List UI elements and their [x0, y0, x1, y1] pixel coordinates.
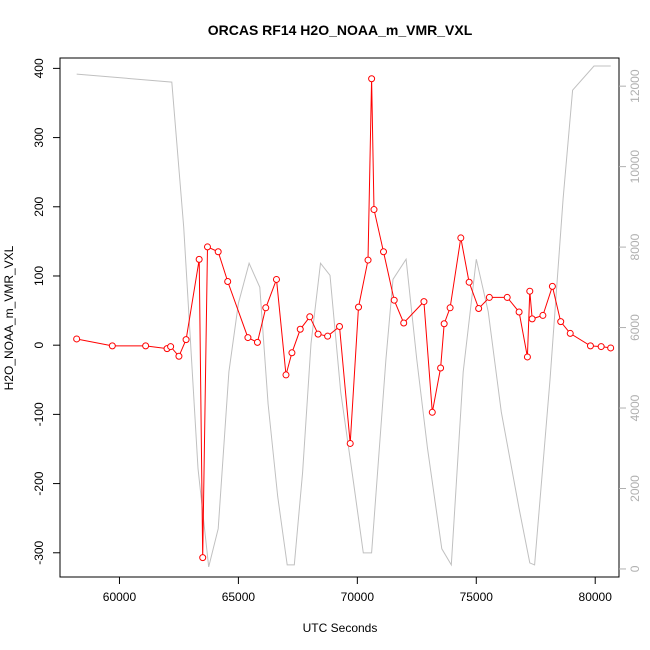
red-series-point-21	[324, 332, 332, 340]
red-series-point-48	[566, 329, 574, 337]
red-series-point-12	[244, 334, 252, 342]
red-series-point-49	[586, 342, 594, 350]
x-tick-label-0: 60000	[103, 590, 137, 604]
red-series-point-18	[296, 325, 304, 333]
red-series-group	[73, 75, 615, 562]
red-series-point-51	[607, 344, 615, 352]
red-series-point-47	[557, 318, 565, 326]
y-tick-label-1: -200	[32, 471, 46, 495]
gray-series-line	[76, 65, 611, 568]
x-tick-label-4: 80000	[579, 590, 613, 604]
red-series-point-10	[214, 248, 222, 256]
y2-tick-label-4: 8000	[628, 233, 642, 260]
y-tick-label-6: 300	[32, 127, 46, 147]
red-series-point-46	[548, 282, 556, 290]
x-tick-label-2: 70000	[341, 590, 375, 604]
red-series-point-31	[420, 298, 428, 306]
red-series-point-39	[485, 293, 493, 301]
y-tick-label-7: 400	[32, 58, 46, 78]
red-series-point-24	[355, 303, 363, 311]
plot-frame	[59, 57, 620, 578]
red-series-point-16	[282, 371, 290, 379]
red-series-point-4	[167, 343, 175, 351]
y2-axis: 0 2000 4000 6000 8000 10000 12000	[619, 69, 642, 572]
red-series-point-27	[370, 206, 378, 214]
red-series-point-30	[400, 319, 408, 327]
red-series-point-0	[73, 335, 81, 343]
red-series-point-2	[142, 342, 150, 350]
red-series-point-29	[390, 296, 398, 304]
red-series-point-6	[182, 336, 190, 344]
chart-title: ORCAS RF14 H2O_NOAA_m_VMR_VXL	[208, 22, 473, 38]
red-series-point-20	[314, 330, 322, 338]
red-series-point-36	[457, 234, 465, 242]
red-series-point-38	[475, 305, 483, 313]
red-series-point-17	[288, 349, 296, 357]
red-series-point-42	[523, 353, 531, 361]
red-series-point-34	[440, 320, 448, 328]
red-series-point-45	[539, 311, 547, 319]
red-series-point-15	[272, 275, 280, 283]
y-tick-label-3: 0	[32, 342, 46, 349]
red-series-point-1	[108, 342, 116, 350]
red-series-point-44	[528, 315, 536, 323]
red-series-point-13	[253, 338, 261, 346]
red-series-point-8	[199, 554, 207, 562]
x-axis-label: UTC Seconds	[303, 621, 378, 635]
red-series-point-25	[364, 256, 372, 264]
red-series-point-23	[346, 439, 354, 447]
red-series-point-19	[306, 313, 314, 321]
x-axis: 60000 65000 70000 75000 80000	[103, 577, 612, 604]
red-series-point-32	[428, 408, 436, 416]
red-series-point-28	[380, 248, 388, 256]
red-series-point-41	[515, 308, 523, 316]
red-series-point-26	[368, 75, 376, 83]
y-axis: -300 -200 -100 0 100 200 300 400	[32, 58, 60, 565]
red-series-point-50	[597, 343, 605, 351]
red-series-point-11	[224, 278, 232, 286]
red-series-point-7	[195, 255, 203, 263]
y2-tick-label-0: 0	[628, 565, 642, 572]
x-tick-label-3: 75000	[460, 590, 494, 604]
red-series-point-40	[503, 293, 511, 301]
y-tick-label-5: 200	[32, 196, 46, 216]
red-series-point-43	[526, 287, 534, 295]
y2-tick-label-6: 12000	[628, 69, 642, 103]
red-series-point-9	[203, 243, 211, 251]
red-series-point-5	[175, 352, 183, 360]
red-series-point-33	[437, 364, 445, 372]
y-tick-label-0: -300	[32, 540, 46, 564]
y2-tick-label-3: 6000	[628, 314, 642, 341]
x-tick-label-1: 65000	[222, 590, 256, 604]
y2-tick-label-5: 10000	[628, 150, 642, 184]
red-series-point-22	[336, 322, 343, 330]
red-series-point-14	[262, 304, 270, 312]
y-axis-label: H2O_NOAA_m_VMR_VXL	[2, 245, 16, 390]
y2-tick-label-1: 2000	[628, 475, 642, 502]
red-series-point-35	[446, 304, 454, 312]
y-tick-label-4: 100	[32, 266, 46, 286]
red-series-point-37	[465, 278, 473, 286]
y2-tick-label-2: 4000	[628, 394, 642, 421]
red-series-line	[76, 78, 611, 558]
y-tick-label-2: -100	[32, 402, 46, 426]
gray-series-group	[76, 65, 611, 568]
